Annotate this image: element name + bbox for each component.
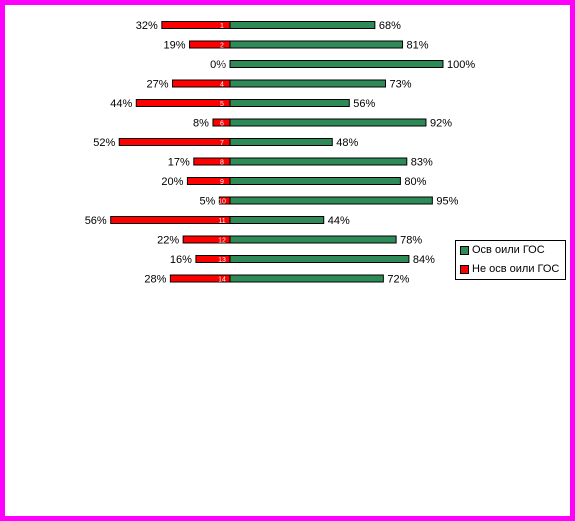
bar-mastered (229, 216, 325, 224)
data-label-mastered: 92% (430, 118, 452, 130)
data-label-not-mastered: 56% (85, 215, 107, 227)
data-label-mastered: 68% (379, 20, 401, 32)
data-label-mastered: 72% (387, 274, 409, 286)
bar-mastered (229, 79, 386, 88)
data-label-not-mastered: 32% (136, 20, 158, 32)
data-label-mastered: 73% (389, 79, 411, 91)
bar-not-mastered (186, 177, 231, 185)
legend-label-not-mastered: Не осв оили ГОС (472, 263, 560, 275)
data-label-mastered: 81% (407, 40, 429, 52)
bar-not-mastered (182, 235, 231, 244)
bar-not-mastered (118, 138, 231, 146)
data-label-mastered: 56% (353, 98, 375, 110)
category-label: 5 (220, 101, 224, 108)
category-label: 3 (220, 62, 224, 69)
data-label-not-mastered: 28% (144, 274, 166, 286)
bar-not-mastered (169, 274, 231, 283)
data-label-not-mastered: 20% (161, 176, 183, 188)
data-label-not-mastered: 19% (163, 40, 185, 52)
bar-not-mastered (195, 255, 231, 263)
bar-mastered (229, 118, 427, 127)
bar-mastered (229, 40, 404, 49)
bar-mastered (229, 138, 333, 146)
category-label: 12 (218, 238, 226, 245)
data-label-not-mastered: 5% (199, 196, 215, 208)
data-label-mastered: 44% (328, 215, 350, 227)
data-label-not-mastered: 27% (146, 79, 168, 91)
category-label: 7 (220, 140, 224, 147)
legend-swatch-mastered (460, 245, 469, 255)
category-label: 14 (218, 277, 226, 284)
data-label-mastered: 78% (400, 235, 422, 247)
bar-mastered (229, 274, 384, 283)
category-label: 8 (220, 160, 224, 167)
legend-item-not-mastered: Не осв оили ГОС (460, 263, 559, 275)
bar-mastered (229, 196, 433, 205)
data-label-mastered: 84% (413, 254, 435, 266)
data-label-not-mastered: 8% (193, 118, 209, 130)
bar-not-mastered (135, 99, 231, 107)
data-label-mastered: 48% (336, 137, 358, 149)
category-label: 9 (220, 179, 224, 186)
bar-not-mastered (189, 40, 231, 49)
data-label-not-mastered: 52% (93, 137, 115, 149)
bar-mastered (229, 21, 376, 29)
bar-not-mastered (218, 196, 231, 205)
bar-mastered (229, 255, 410, 263)
bar-not-mastered (212, 118, 231, 127)
data-label-mastered: 83% (411, 157, 433, 169)
bar-not-mastered (193, 157, 231, 166)
data-label-mastered: 100% (447, 59, 475, 71)
bar-not-mastered (110, 216, 231, 224)
category-label: 2 (220, 43, 224, 50)
data-label-mastered: 95% (436, 196, 458, 208)
data-label-not-mastered: 16% (170, 254, 192, 266)
bar-mastered (229, 60, 444, 68)
data-label-not-mastered: 44% (110, 98, 132, 110)
legend-label-mastered: Осв оили ГОС (472, 244, 545, 256)
data-label-mastered: 80% (404, 176, 426, 188)
category-label: 11 (218, 218, 225, 225)
category-label: 4 (220, 82, 224, 89)
data-label-not-mastered: 0% (210, 59, 226, 71)
legend-swatch-not-mastered (460, 264, 469, 274)
data-label-not-mastered: 17% (168, 157, 190, 169)
bar-not-mastered (161, 21, 231, 29)
bar-mastered (229, 99, 350, 107)
bar-mastered (229, 157, 408, 166)
bar-mastered (229, 177, 401, 185)
bar-not-mastered (171, 79, 231, 88)
category-label: 10 (218, 199, 226, 206)
category-label: 13 (218, 257, 226, 264)
data-label-not-mastered: 22% (157, 235, 179, 247)
category-label: 1 (220, 23, 224, 30)
category-label: 6 (220, 121, 224, 128)
legend-item-mastered: Осв оили ГОС (460, 244, 545, 256)
bar-mastered (229, 235, 397, 244)
chart-legend: Осв оили ГОС Не осв оили ГОС (455, 240, 566, 280)
